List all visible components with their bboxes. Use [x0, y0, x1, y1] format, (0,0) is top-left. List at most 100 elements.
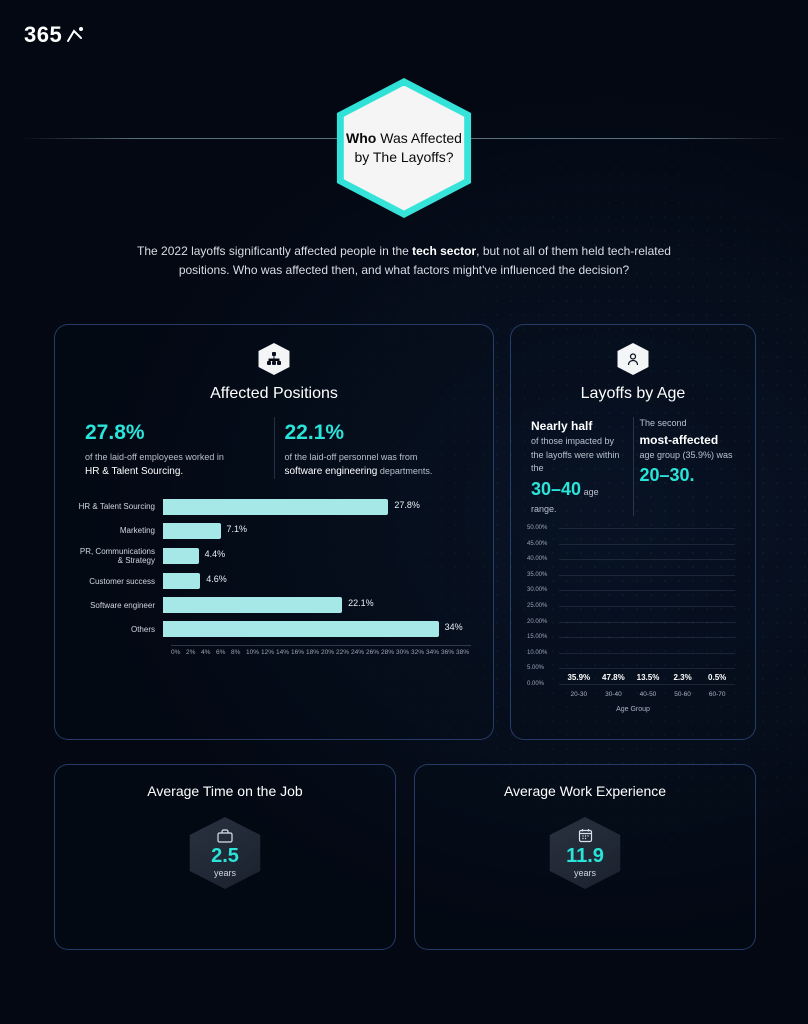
positions-bar-chart: HR & Talent Sourcing 27.8% Marketing 7.1% PR… — [77, 499, 471, 656]
hbar-tick: 34% — [426, 646, 441, 656]
age-stat-1: Nearly half of those impacted by the lay… — [525, 417, 633, 516]
avg-exp-hex: 11.9 years — [544, 817, 626, 889]
avg-time-hex: 2.5 years — [184, 817, 266, 889]
hbar-row: Software engineer 22.1% — [77, 597, 471, 613]
hbar-tick: 2% — [186, 646, 201, 656]
brand-logo: 365 — [24, 22, 86, 48]
briefcase-icon — [217, 829, 233, 843]
avg-exp-panel: Average Work Experience 11.9 years — [414, 764, 756, 950]
title-bold: Who — [346, 130, 376, 146]
positions-stat-1: 27.8% of the laid-off employees worked i… — [75, 417, 274, 479]
hbar-tick: 22% — [336, 646, 351, 656]
hbar-label: HR & Talent Sourcing — [77, 502, 163, 511]
hbar-tick: 10% — [246, 646, 261, 656]
vbar-value: 0.5% — [708, 673, 726, 682]
calendar-icon — [578, 828, 593, 843]
hbar-fill — [163, 548, 199, 564]
avg-exp-unit: years — [574, 868, 596, 878]
hbar-value: 34% — [445, 622, 463, 632]
vbar-ytick: 50.00% — [527, 525, 547, 531]
intro-text: The 2022 layoffs significantly affected … — [120, 242, 688, 280]
hbar-tick: 24% — [351, 646, 366, 656]
vbar-ytick: 20.00% — [527, 619, 547, 625]
age-xaxis-title: Age Group — [511, 706, 755, 713]
stat-big: 30–40 — [531, 479, 581, 499]
positions-stat-2: 22.1% of the laid-off personnel was from… — [274, 417, 474, 479]
hbar-tick: 30% — [396, 646, 411, 656]
stat-line: of the laid-off employees worked in — [85, 452, 224, 462]
layoffs-by-age-panel: Layoffs by Age Nearly half of those impa… — [510, 324, 756, 740]
org-chart-icon — [256, 343, 292, 375]
brand-text: 365 — [24, 22, 62, 48]
hbar-value: 4.6% — [206, 574, 227, 584]
hbar-value: 7.1% — [227, 524, 248, 534]
brand-mark-icon — [64, 24, 86, 46]
vbar-ytick: 45.00% — [527, 541, 547, 547]
hbar-value: 4.4% — [205, 549, 226, 559]
hbar-tick: 38% — [456, 646, 471, 656]
affected-positions-panel: Affected Positions 27.8% of the laid-off… — [54, 324, 494, 740]
hbar-tick: 0% — [171, 646, 186, 656]
vbar-xlabel: 20-30 — [570, 691, 587, 698]
age-stat-2: The second most-affected age group (35.9… — [633, 417, 742, 516]
vbar-ytick: 0.00% — [527, 681, 544, 687]
hbar-value: 22.1% — [348, 598, 374, 608]
hbar-axis: 0%2%4%6%8%10%12%14%16%18%20%22%24%26%28%… — [171, 645, 471, 656]
vbar-ytick: 40.00% — [527, 556, 547, 562]
hbar-fill — [163, 621, 439, 637]
avg-exp-title: Average Work Experience — [415, 783, 755, 799]
hbar-label: Marketing — [77, 526, 163, 535]
vbar-xlabel: 60-70 — [709, 691, 726, 698]
vbar-ytick: 10.00% — [527, 650, 547, 656]
hbar-tick: 6% — [216, 646, 231, 656]
vbar-value: 13.5% — [637, 673, 660, 682]
vbar-value: 47.8% — [602, 673, 625, 682]
age-title: Layoffs by Age — [511, 385, 755, 403]
hbar-label: Software engineer — [77, 601, 163, 610]
hbar-tick: 28% — [381, 646, 396, 656]
stat-line: of the laid-off personnel was from — [285, 452, 418, 462]
avg-time-panel: Average Time on the Job 2.5 years — [54, 764, 396, 950]
stat-line: of those impacted by the layoffs were wi… — [531, 436, 619, 473]
stat-big: 20–30. — [640, 465, 695, 485]
vbar-ytick: 15.00% — [527, 634, 547, 640]
vbar-value: 35.9% — [567, 673, 590, 682]
stat-line: age group (35.9%) was — [640, 450, 733, 460]
hbar-label: PR, Communications & Strategy — [77, 547, 163, 565]
avg-exp-value: 11.9 — [566, 845, 604, 868]
hbar-tick: 18% — [306, 646, 321, 656]
hbar-tick: 16% — [291, 646, 306, 656]
vbar-value: 2.3% — [673, 673, 691, 682]
hbar-row: HR & Talent Sourcing 27.8% — [77, 499, 471, 515]
hbar-label: Customer success — [77, 577, 163, 586]
hbar-tick: 8% — [231, 646, 246, 656]
avg-time-value: 2.5 — [211, 845, 239, 868]
stat-line: The second — [640, 418, 687, 428]
hbar-row: Customer success 4.6% — [77, 573, 471, 589]
vbar-xlabel: 40-50 — [640, 691, 657, 698]
hbar-fill — [163, 573, 200, 589]
avg-time-title: Average Time on the Job — [55, 783, 395, 799]
hbar-fill — [163, 597, 342, 613]
stat-value: 22.1% — [285, 417, 464, 449]
hbar-tick: 12% — [261, 646, 276, 656]
hbar-row: Others34% — [77, 621, 471, 637]
vbar-xlabel: 30-40 — [605, 691, 622, 698]
hbar-value: 27.8% — [394, 500, 420, 510]
page-title-hex: Who Was Affected by The Layoffs? — [326, 78, 482, 218]
stat-highlight: HR & Talent Sourcing. — [85, 466, 183, 477]
positions-title: Affected Positions — [55, 385, 493, 403]
vbar-ytick: 5.00% — [527, 665, 544, 671]
age-bar-chart: 50.00%45.00%40.00%35.00%30.00%25.00%20.0… — [527, 528, 739, 704]
hbar-tick: 14% — [276, 646, 291, 656]
intro-bold: tech sector — [412, 244, 476, 258]
stat-line: departments. — [380, 466, 433, 476]
hbar-tick: 32% — [411, 646, 426, 656]
person-icon — [615, 343, 651, 375]
hbar-tick: 36% — [441, 646, 456, 656]
hbar-fill — [163, 523, 221, 539]
hbar-row: Marketing 7.1% — [77, 523, 471, 539]
stat-head: most-affected — [640, 433, 719, 447]
vbar-xlabel: 50-60 — [674, 691, 691, 698]
avg-time-unit: years — [214, 868, 236, 878]
